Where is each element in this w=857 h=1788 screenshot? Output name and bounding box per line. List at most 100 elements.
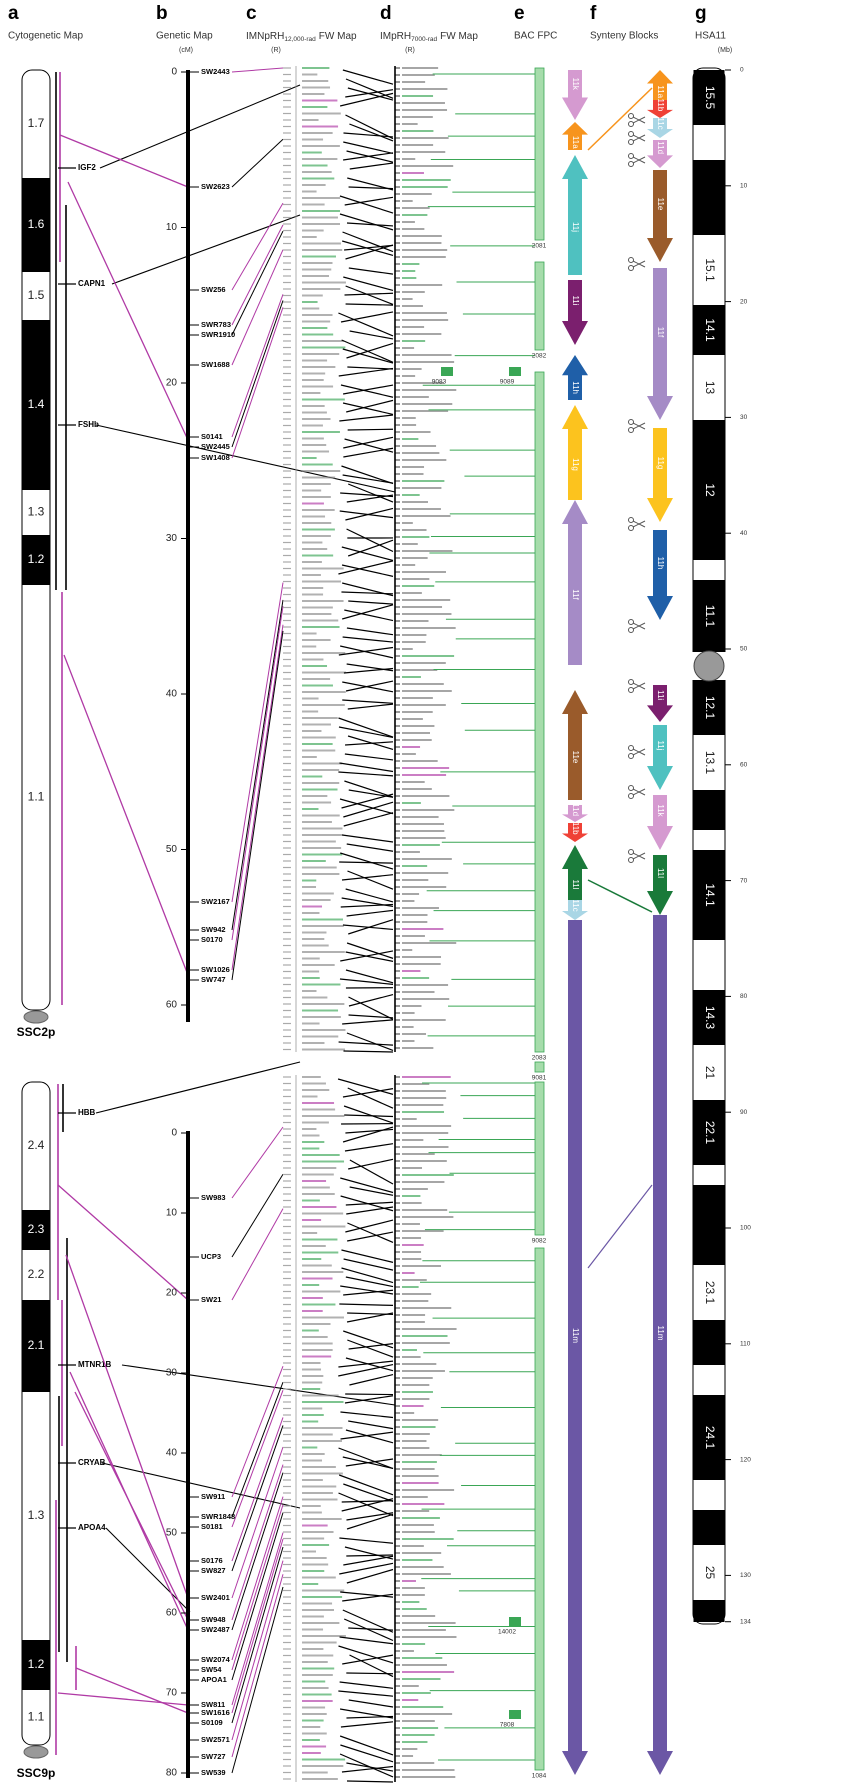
rh-link — [340, 1285, 394, 1295]
synteny-block — [562, 920, 588, 1775]
bac-contig — [534, 1247, 545, 1771]
scissors — [632, 748, 646, 756]
synteny-link — [587, 1184, 653, 1269]
rh-link — [338, 1363, 394, 1377]
rh-link — [340, 950, 394, 962]
cm-tick-label: 0 — [171, 1128, 177, 1139]
ideogram-band — [693, 160, 725, 235]
rh-link — [346, 909, 394, 917]
rh-link — [346, 627, 394, 636]
scissors — [628, 517, 634, 523]
rh-link — [346, 1513, 394, 1530]
ideogram-band — [693, 790, 725, 830]
rh-link — [340, 1431, 394, 1440]
marker-label: SW747 — [201, 975, 226, 984]
rh-link — [343, 1483, 394, 1502]
rh-link — [349, 1654, 394, 1678]
cyto-link — [67, 181, 189, 441]
chromosome-label: SSC2p — [17, 1025, 56, 1039]
rh-link — [344, 1395, 394, 1404]
marker-link — [231, 230, 284, 336]
marker-label: SW1026 — [201, 965, 230, 974]
mb-tick-label: 50 — [740, 646, 748, 653]
rh-link — [341, 1765, 394, 1773]
scissors — [628, 419, 634, 425]
cyto-link — [57, 1184, 189, 1301]
synteny-label: 11i — [571, 295, 580, 305]
panel-unit: (cM) — [179, 47, 193, 54]
scissors — [628, 427, 634, 433]
band-label: 1.7 — [28, 116, 45, 130]
synteny-block — [562, 122, 588, 150]
rh-link — [342, 834, 394, 843]
marker-label: SW54 — [201, 1665, 222, 1674]
rh-link — [346, 1715, 394, 1719]
band-label: 2.2 — [28, 1267, 45, 1281]
marker-label: SW2445 — [201, 442, 230, 451]
rh-link — [338, 1447, 394, 1470]
panel-letter: b — [156, 3, 168, 24]
synteny-label: 11d — [656, 141, 665, 154]
rh-link — [348, 1420, 394, 1430]
synteny-label: 11f — [571, 589, 580, 600]
rh-link — [338, 312, 394, 337]
marker-link — [231, 1366, 284, 1498]
ideogram-band — [693, 1320, 725, 1365]
panel-letter: c — [246, 3, 257, 24]
rh-link — [344, 780, 394, 798]
rh-link — [343, 1050, 394, 1053]
rh-link — [343, 1555, 394, 1566]
rh-link — [346, 843, 394, 852]
ideogram-band-label: 21 — [703, 1066, 717, 1080]
rh-link — [348, 919, 394, 935]
synteny-link — [587, 879, 653, 913]
cm-tick-label: 60 — [166, 1608, 178, 1619]
rh-link — [342, 1126, 394, 1143]
rh-link — [347, 1222, 394, 1243]
scissors — [628, 627, 634, 633]
synteny-label: 11e — [656, 198, 665, 211]
bac-contig — [534, 1061, 545, 1073]
band-label: 2.4 — [28, 1138, 45, 1152]
scissors — [632, 520, 646, 528]
bac-contig — [534, 67, 545, 241]
panel-letter: a — [8, 3, 19, 24]
scissors — [628, 619, 634, 625]
cm-tick-label: 20 — [166, 1288, 178, 1299]
panel-unit: (R) — [271, 47, 281, 54]
scissors — [632, 134, 646, 142]
rh-link — [342, 1654, 394, 1665]
panel-letter: f — [590, 3, 597, 24]
band-label: 1.2 — [28, 1657, 45, 1671]
rh-link — [342, 474, 394, 484]
bac-callout — [441, 367, 453, 376]
rh-link — [342, 699, 394, 704]
synteny-label: 11j — [571, 222, 580, 232]
marker-link — [231, 582, 284, 903]
rh-link — [344, 609, 394, 622]
rh-link — [345, 1458, 394, 1467]
rh-link — [346, 342, 394, 359]
rh-link — [339, 213, 394, 231]
marker-link — [231, 599, 284, 931]
scissors — [628, 265, 634, 271]
rh-link — [345, 507, 394, 521]
scissors — [632, 682, 646, 690]
rh-link — [339, 1735, 394, 1756]
rh-link — [338, 726, 394, 739]
rh-link — [344, 244, 394, 251]
synteny-label: 11b — [656, 99, 665, 112]
synteny-label: 11j — [656, 740, 665, 750]
rh-link — [346, 1568, 394, 1584]
synteny-label: 11k — [656, 804, 665, 817]
cm-tick-label: 10 — [166, 1208, 178, 1219]
synteny-label: 11b — [571, 822, 580, 835]
synteny-label: 11c — [656, 117, 665, 129]
rh-link — [341, 465, 394, 485]
rh-link — [339, 1537, 394, 1544]
cm-tick-label: 30 — [166, 533, 178, 544]
ideogram-band — [693, 1185, 725, 1265]
rh-link — [347, 539, 394, 557]
synteny-block — [647, 428, 673, 522]
bac-contig — [534, 261, 545, 351]
